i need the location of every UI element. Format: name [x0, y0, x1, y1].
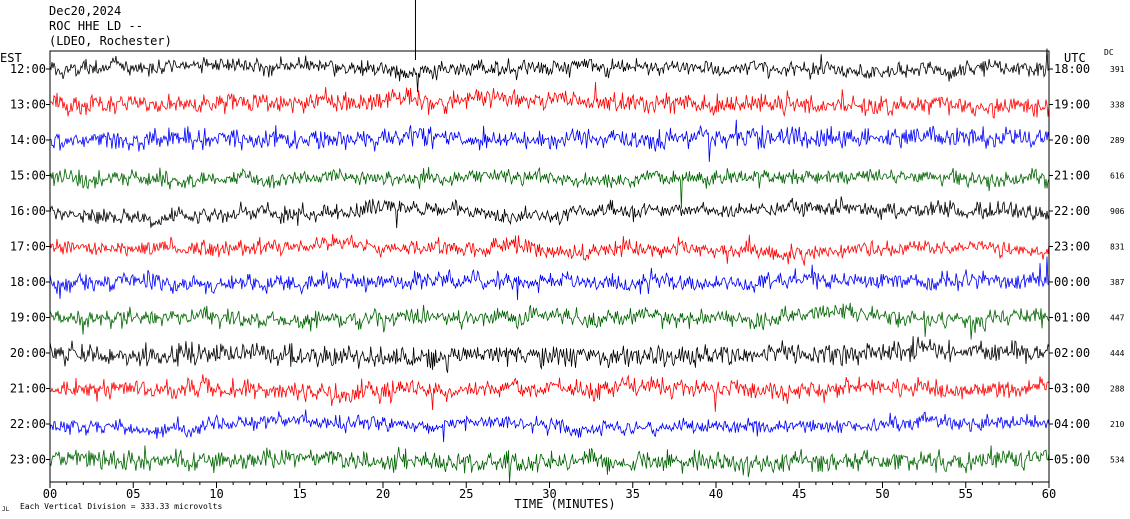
x-tick-label-15: 15 — [293, 487, 307, 501]
x-tick-label-60: 60 — [1042, 487, 1056, 501]
trace-1600 — [49, 196, 1050, 229]
network-location-label: (LDEO, Rochester) — [49, 34, 172, 48]
x-tick-label-35: 35 — [626, 487, 640, 501]
dc-value-3: 616 — [1110, 172, 1125, 181]
est-label-2000: 20:00 — [10, 346, 46, 360]
est-zone-label: EST — [0, 51, 22, 65]
x-tick-label-10: 10 — [209, 487, 223, 501]
utc-label-1800: 18:00 — [1054, 62, 1090, 76]
x-tick-label-45: 45 — [792, 487, 806, 501]
plot-frame — [49, 50, 1050, 483]
dc-value-4: 906 — [1110, 207, 1125, 216]
dc-value-5: 831 — [1110, 243, 1125, 252]
dc-value-2: 289 — [1110, 136, 1125, 145]
x-tick-label-30: 30 — [542, 487, 556, 501]
utc-label-0200: 02:00 — [1054, 346, 1090, 360]
est-label-1400: 14:00 — [10, 133, 46, 147]
dc-value-6: 387 — [1110, 278, 1125, 287]
utc-label-2200: 22:00 — [1054, 204, 1090, 218]
est-label-1600: 16:00 — [10, 204, 46, 218]
utc-label-2000: 20:00 — [1054, 133, 1090, 147]
x-tick-label-55: 55 — [959, 487, 973, 501]
x-axis-label: TIME (MINUTES) — [514, 497, 616, 511]
dc-value-11: 534 — [1110, 456, 1125, 465]
est-label-2300: 23:00 — [10, 453, 46, 467]
utc-label-1900: 19:00 — [1054, 98, 1090, 112]
est-label-1900: 19:00 — [10, 311, 46, 325]
utc-zone-label: UTC — [1064, 51, 1086, 65]
utc-label-0400: 04:00 — [1054, 417, 1090, 431]
est-label-1700: 17:00 — [10, 240, 46, 254]
utc-label-2100: 21:00 — [1054, 169, 1090, 183]
trace-2100 — [49, 374, 1050, 412]
est-label-1500: 15:00 — [10, 169, 46, 183]
est-label-1800: 18:00 — [10, 275, 46, 289]
utc-label-0100: 01:00 — [1054, 311, 1090, 325]
corner-mark: JL — [2, 506, 10, 513]
x-tick-label-20: 20 — [376, 487, 390, 501]
trace-2300 — [49, 445, 1050, 484]
x-tick-label-40: 40 — [709, 487, 723, 501]
trace-1500 — [49, 166, 1050, 209]
x-tick-label-50: 50 — [875, 487, 889, 501]
est-label-2100: 21:00 — [10, 382, 46, 396]
trace-1800 — [49, 256, 1050, 301]
vertical-scale-note: Each Vertical Division = 333.33 microvol… — [20, 502, 223, 511]
utc-label-0000: 00:00 — [1054, 275, 1090, 289]
dc-value-8: 444 — [1110, 349, 1125, 358]
x-tick-label-00: 00 — [43, 487, 57, 501]
est-label-1200: 12:00 — [10, 62, 46, 76]
dc-value-7: 447 — [1110, 314, 1125, 323]
utc-label-0500: 05:00 — [1054, 453, 1090, 467]
dc-value-1: 338 — [1110, 101, 1125, 110]
est-label-2200: 22:00 — [10, 417, 46, 431]
dc-value-9: 288 — [1110, 385, 1125, 394]
trace-1900 — [49, 302, 1050, 340]
est-label-1300: 13:00 — [10, 98, 46, 112]
dc-column-header: DC — [1104, 48, 1114, 57]
trace-2200 — [49, 409, 1050, 443]
date-label: Dec20,2024 — [49, 4, 122, 18]
trace-1700 — [49, 233, 1050, 266]
x-tick-label-25: 25 — [459, 487, 473, 501]
trace-1300 — [49, 81, 1050, 119]
station-channel-label: ROC HHE LD -- — [49, 19, 143, 33]
trace-2000 — [49, 336, 1050, 373]
dc-value-0: 391 — [1110, 65, 1125, 74]
trace-1400 — [49, 119, 1050, 162]
trace-1200 — [49, 48, 1050, 93]
utc-label-0300: 03:00 — [1054, 382, 1090, 396]
utc-label-2300: 23:00 — [1054, 240, 1090, 254]
dc-value-10: 210 — [1110, 420, 1125, 429]
x-tick-label-05: 05 — [126, 487, 140, 501]
